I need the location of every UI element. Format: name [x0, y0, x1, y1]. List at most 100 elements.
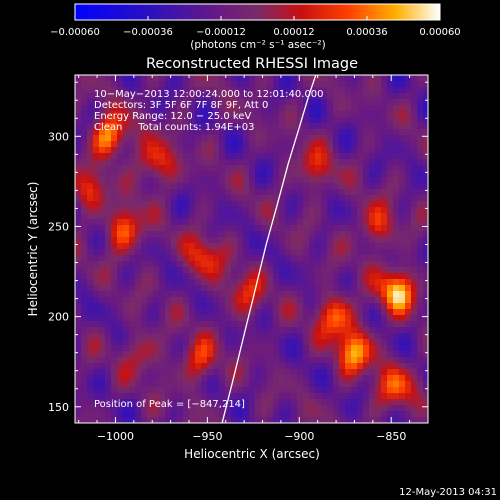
heatmap-cell	[363, 231, 370, 238]
heatmap-cell	[81, 225, 88, 232]
heatmap-cell	[381, 201, 388, 208]
heatmap-cell	[117, 183, 124, 190]
heatmap-cell	[279, 123, 286, 130]
heatmap-cell	[381, 315, 388, 322]
heatmap-cell	[249, 165, 256, 172]
heatmap-cell	[339, 291, 346, 298]
heatmap-cell	[159, 207, 166, 214]
heatmap-cell	[99, 225, 106, 232]
heatmap-cell	[369, 99, 376, 106]
heatmap-cell	[141, 183, 148, 190]
heatmap-cell	[249, 399, 256, 406]
heatmap-cell	[309, 147, 316, 154]
heatmap-cell	[213, 147, 220, 154]
heatmap-cell	[213, 315, 220, 322]
heatmap-cell	[177, 411, 184, 418]
heatmap-cell	[147, 159, 154, 166]
heatmap-cell	[111, 213, 118, 220]
heatmap-cell	[375, 273, 382, 280]
heatmap-cell	[129, 255, 136, 262]
heatmap-cell	[147, 105, 154, 112]
heatmap-cell	[129, 375, 136, 382]
heatmap-cell	[141, 285, 148, 292]
heatmap-cell	[129, 195, 136, 202]
heatmap-cell	[291, 183, 298, 190]
heatmap-cell	[369, 339, 376, 346]
heatmap-cell	[129, 291, 136, 298]
heatmap-cell	[237, 393, 244, 400]
heatmap-cell	[177, 351, 184, 358]
heatmap-cell	[327, 369, 334, 376]
heatmap-cell	[153, 255, 160, 262]
heatmap-cell	[399, 345, 406, 352]
heatmap-cell	[351, 177, 358, 184]
heatmap-cell	[111, 303, 118, 310]
heatmap-cell	[183, 165, 190, 172]
heatmap-cell	[153, 279, 160, 286]
heatmap-cell	[369, 285, 376, 292]
heatmap-cell	[165, 243, 172, 250]
heatmap-cell	[237, 123, 244, 130]
heatmap-cell	[303, 387, 310, 394]
heatmap-cell	[207, 405, 214, 412]
heatmap-cell	[231, 417, 238, 423]
heatmap-cell	[375, 207, 382, 214]
heatmap-cell	[375, 135, 382, 142]
heatmap-cell	[105, 369, 112, 376]
heatmap-cell	[117, 147, 124, 154]
heatmap-cell	[273, 351, 280, 358]
heatmap-cell	[381, 225, 388, 232]
heatmap-cell	[141, 255, 148, 262]
heatmap-cell	[255, 291, 262, 298]
heatmap-cell	[345, 213, 352, 220]
heatmap-cell	[93, 177, 100, 184]
heatmap-cell	[363, 255, 370, 262]
heatmap-cell	[411, 105, 418, 112]
heatmap-cell	[297, 267, 304, 274]
heatmap-cell	[423, 111, 428, 118]
heatmap-cell	[273, 225, 280, 232]
heatmap-cell	[135, 213, 142, 220]
heatmap-cell	[387, 291, 394, 298]
heatmap-cell	[261, 321, 268, 328]
heatmap-cell	[183, 243, 190, 250]
heatmap-cell	[75, 105, 82, 112]
heatmap-cell	[411, 159, 418, 166]
heatmap-cell	[165, 375, 172, 382]
heatmap-cell	[309, 171, 316, 178]
heatmap-cell	[207, 267, 214, 274]
heatmap-cell	[75, 93, 82, 100]
heatmap-cell	[111, 351, 118, 358]
heatmap-cell	[183, 315, 190, 322]
heatmap-cell	[237, 363, 244, 370]
heatmap-cell	[279, 99, 286, 106]
heatmap-cell	[153, 417, 160, 423]
heatmap-cell	[357, 129, 364, 136]
heatmap-cell	[339, 135, 346, 142]
heatmap-cell	[81, 171, 88, 178]
heatmap-cell	[423, 297, 428, 304]
heatmap-cell	[177, 345, 184, 352]
heatmap-cell	[273, 153, 280, 160]
heatmap-cell	[273, 267, 280, 274]
heatmap-cell	[309, 315, 316, 322]
heatmap-cell	[195, 225, 202, 232]
heatmap-cell	[273, 339, 280, 346]
heatmap-cell	[117, 297, 124, 304]
heatmap-cell	[369, 93, 376, 100]
heatmap-cell	[411, 231, 418, 238]
heatmap-cell	[249, 273, 256, 280]
heatmap-cell	[153, 303, 160, 310]
heatmap-cell	[417, 189, 424, 196]
heatmap-cell	[231, 171, 238, 178]
heatmap-cell	[99, 315, 106, 322]
heatmap-cell	[279, 261, 286, 268]
heatmap-cell	[171, 87, 178, 94]
heatmap-cell	[231, 333, 238, 340]
heatmap-cell	[123, 135, 130, 142]
heatmap-cell	[285, 87, 292, 94]
heatmap-cell	[423, 267, 428, 274]
heatmap-cell	[231, 339, 238, 346]
heatmap-cell	[375, 177, 382, 184]
heatmap-cell	[111, 141, 118, 148]
